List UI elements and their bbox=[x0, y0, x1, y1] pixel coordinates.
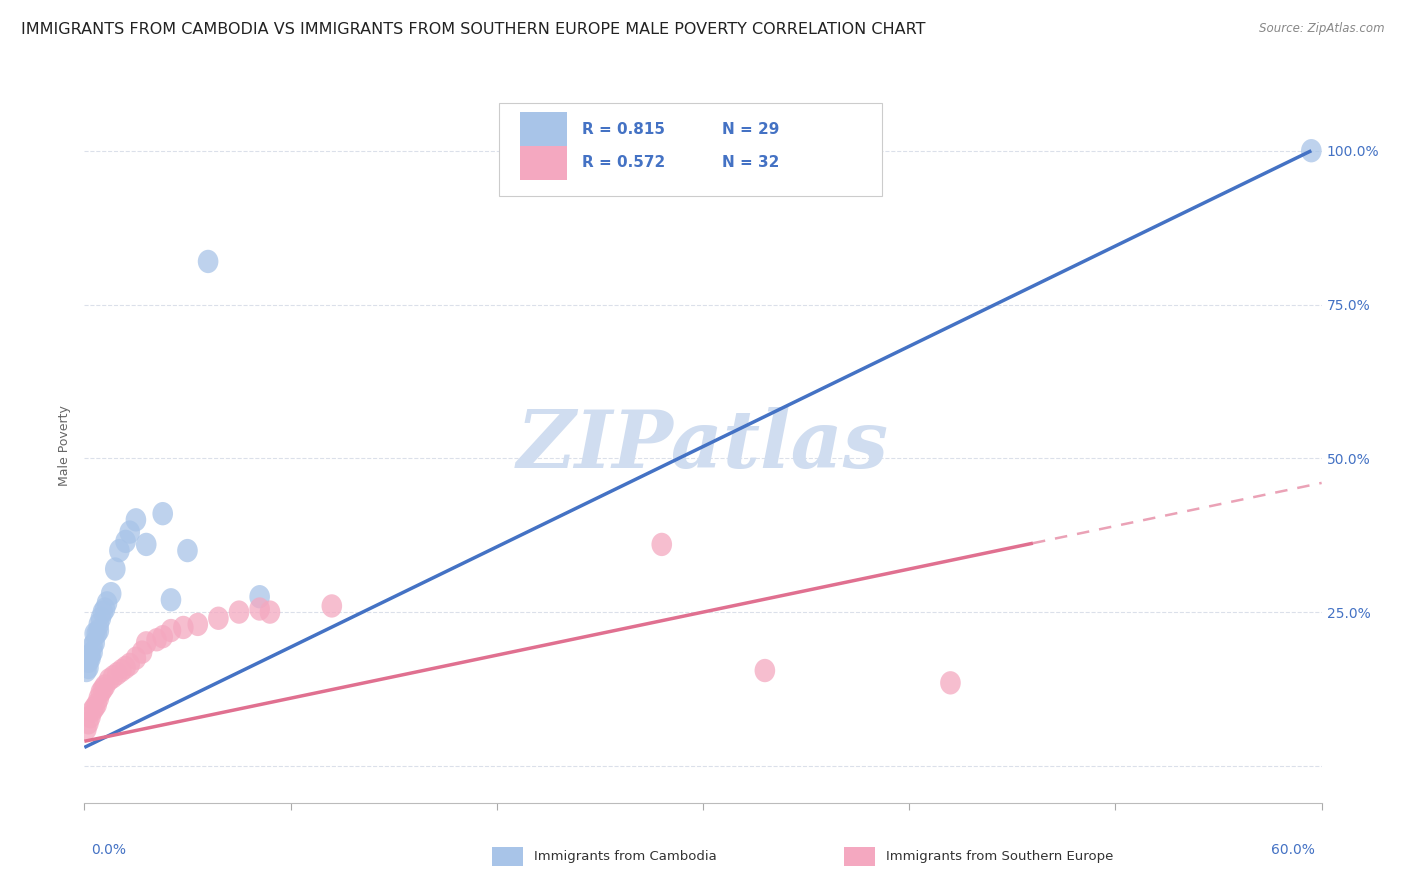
Ellipse shape bbox=[76, 717, 97, 740]
Ellipse shape bbox=[83, 698, 103, 723]
Ellipse shape bbox=[98, 668, 120, 691]
Ellipse shape bbox=[173, 615, 194, 640]
Ellipse shape bbox=[80, 705, 101, 729]
Ellipse shape bbox=[115, 656, 136, 679]
Ellipse shape bbox=[125, 647, 146, 670]
Ellipse shape bbox=[111, 659, 132, 682]
Ellipse shape bbox=[187, 613, 208, 636]
Ellipse shape bbox=[94, 598, 115, 621]
Text: Immigrants from Cambodia: Immigrants from Cambodia bbox=[534, 850, 717, 863]
Ellipse shape bbox=[651, 533, 672, 556]
Ellipse shape bbox=[146, 628, 167, 651]
Ellipse shape bbox=[90, 681, 111, 704]
Ellipse shape bbox=[136, 533, 156, 556]
Text: R = 0.815: R = 0.815 bbox=[582, 121, 665, 136]
Ellipse shape bbox=[90, 607, 111, 630]
Ellipse shape bbox=[755, 659, 775, 682]
Y-axis label: Male Poverty: Male Poverty bbox=[58, 406, 72, 486]
Ellipse shape bbox=[249, 585, 270, 608]
Ellipse shape bbox=[115, 530, 136, 553]
Ellipse shape bbox=[80, 643, 101, 667]
Ellipse shape bbox=[93, 677, 114, 701]
Ellipse shape bbox=[93, 600, 114, 624]
Ellipse shape bbox=[249, 598, 270, 621]
Text: ZIPatlas: ZIPatlas bbox=[517, 408, 889, 484]
Text: R = 0.572: R = 0.572 bbox=[582, 155, 665, 170]
Ellipse shape bbox=[84, 632, 105, 655]
Ellipse shape bbox=[79, 711, 98, 734]
Ellipse shape bbox=[94, 674, 115, 698]
Ellipse shape bbox=[79, 656, 98, 679]
FancyBboxPatch shape bbox=[520, 145, 567, 180]
Ellipse shape bbox=[79, 649, 98, 673]
Ellipse shape bbox=[152, 625, 173, 648]
Ellipse shape bbox=[260, 600, 280, 624]
Ellipse shape bbox=[120, 520, 141, 544]
FancyBboxPatch shape bbox=[520, 112, 567, 146]
Ellipse shape bbox=[125, 508, 146, 532]
Ellipse shape bbox=[177, 539, 198, 562]
Text: N = 32: N = 32 bbox=[721, 155, 779, 170]
Ellipse shape bbox=[103, 665, 124, 689]
Ellipse shape bbox=[941, 671, 960, 695]
Ellipse shape bbox=[1301, 139, 1322, 162]
Ellipse shape bbox=[97, 591, 117, 615]
Text: 60.0%: 60.0% bbox=[1271, 843, 1315, 857]
Ellipse shape bbox=[132, 640, 152, 664]
Ellipse shape bbox=[322, 594, 342, 617]
Ellipse shape bbox=[84, 696, 105, 719]
Ellipse shape bbox=[101, 582, 121, 606]
Text: Immigrants from Southern Europe: Immigrants from Southern Europe bbox=[886, 850, 1114, 863]
Ellipse shape bbox=[83, 634, 103, 657]
Ellipse shape bbox=[89, 619, 110, 642]
Text: IMMIGRANTS FROM CAMBODIA VS IMMIGRANTS FROM SOUTHERN EUROPE MALE POVERTY CORRELA: IMMIGRANTS FROM CAMBODIA VS IMMIGRANTS F… bbox=[21, 22, 925, 37]
Ellipse shape bbox=[107, 662, 128, 685]
Ellipse shape bbox=[76, 659, 97, 682]
Ellipse shape bbox=[83, 640, 103, 664]
Text: 0.0%: 0.0% bbox=[91, 843, 127, 857]
Ellipse shape bbox=[89, 687, 110, 710]
Ellipse shape bbox=[229, 600, 249, 624]
FancyBboxPatch shape bbox=[499, 103, 883, 196]
Ellipse shape bbox=[84, 622, 105, 645]
Ellipse shape bbox=[160, 619, 181, 642]
Ellipse shape bbox=[89, 613, 110, 636]
Text: N = 29: N = 29 bbox=[721, 121, 779, 136]
Ellipse shape bbox=[136, 632, 156, 655]
Ellipse shape bbox=[86, 693, 107, 716]
Ellipse shape bbox=[110, 539, 129, 562]
Ellipse shape bbox=[105, 558, 125, 581]
Ellipse shape bbox=[120, 653, 141, 676]
Ellipse shape bbox=[160, 588, 181, 612]
Ellipse shape bbox=[80, 647, 101, 670]
Ellipse shape bbox=[208, 607, 229, 630]
Ellipse shape bbox=[152, 502, 173, 525]
Text: Source: ZipAtlas.com: Source: ZipAtlas.com bbox=[1260, 22, 1385, 36]
Ellipse shape bbox=[198, 250, 218, 273]
Ellipse shape bbox=[86, 622, 107, 645]
